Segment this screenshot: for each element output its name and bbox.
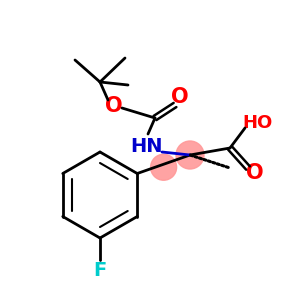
Text: HO: HO — [242, 114, 272, 132]
Circle shape — [176, 141, 204, 169]
Text: HN: HN — [130, 136, 162, 155]
Text: F: F — [93, 262, 106, 281]
Text: O: O — [246, 163, 264, 183]
Text: O: O — [171, 87, 189, 107]
Circle shape — [151, 154, 177, 180]
Text: O: O — [105, 96, 123, 116]
